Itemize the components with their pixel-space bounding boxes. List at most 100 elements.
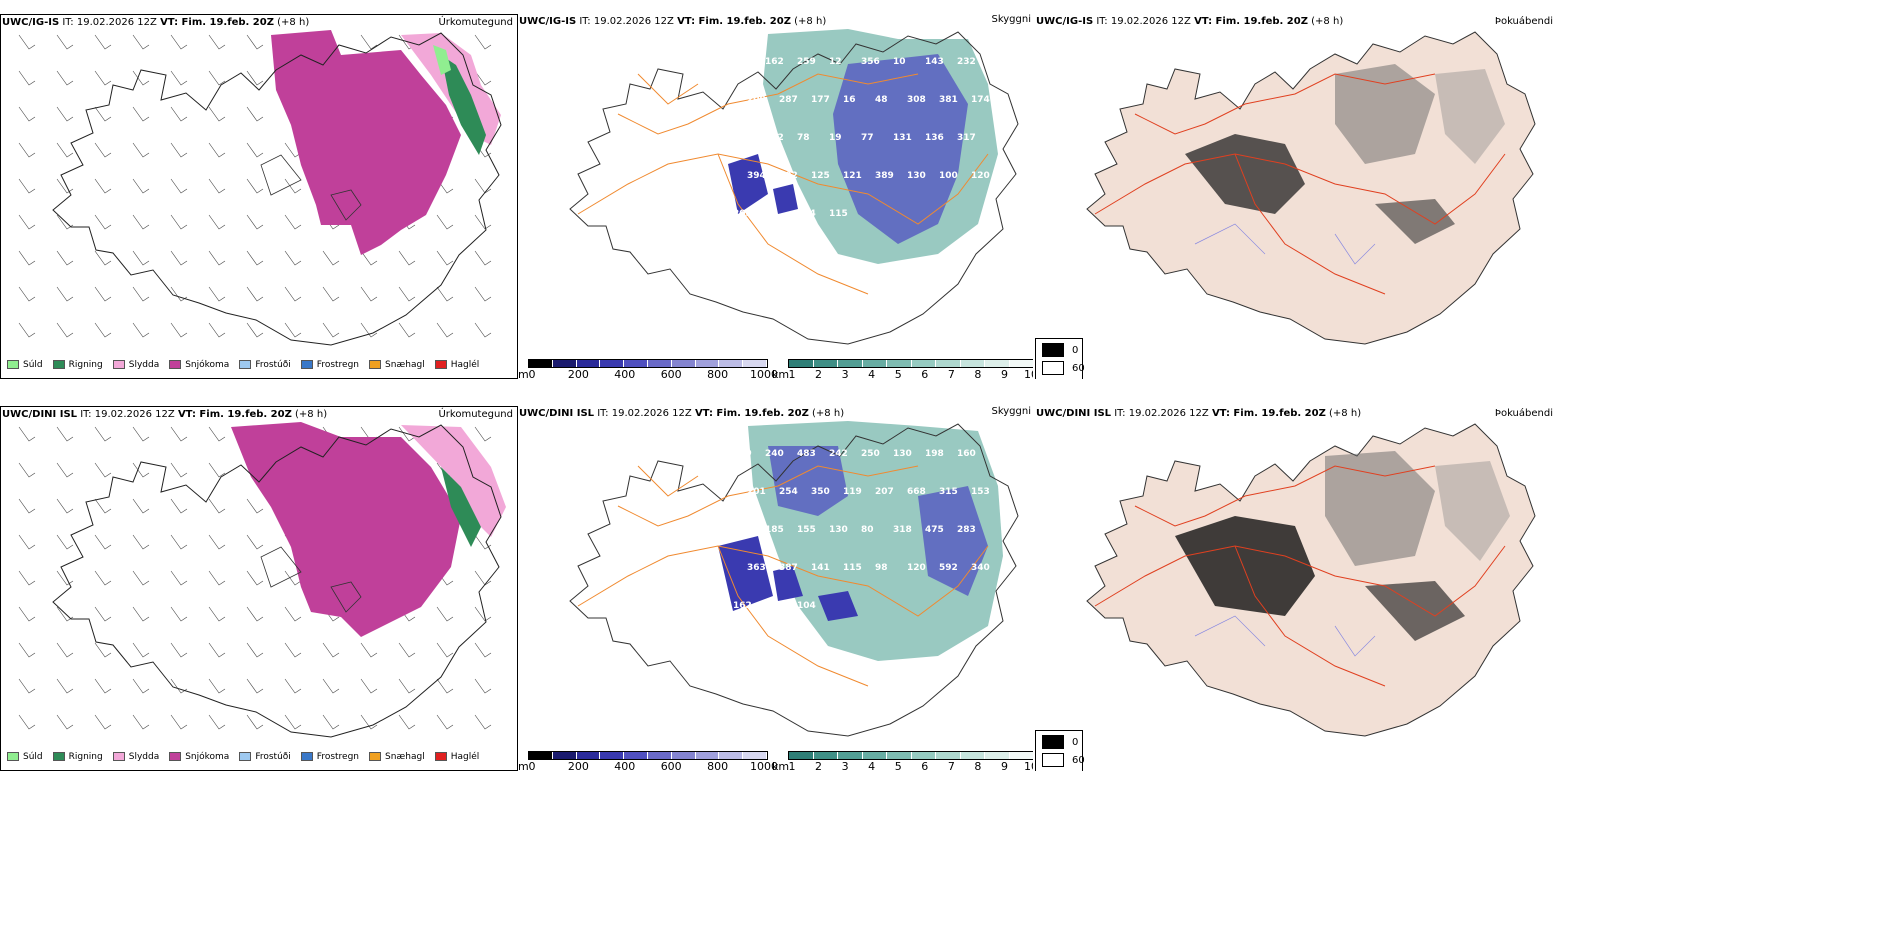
legend-item: Súld bbox=[7, 752, 43, 762]
cloud-base-label: 242 bbox=[829, 449, 848, 459]
cloud-base-label: 104 bbox=[797, 601, 816, 611]
cloud-base-label: 130 bbox=[893, 449, 912, 459]
colorbar-segment bbox=[600, 360, 625, 367]
colorbar-segment bbox=[671, 752, 696, 759]
fog-legend-swatch bbox=[1042, 343, 1064, 357]
visibility-colorbar: km 12345678910 bbox=[772, 359, 1033, 379]
cloud-base-label: 143 bbox=[925, 57, 944, 67]
colorbar-tick: 3 bbox=[841, 368, 849, 379]
colorbar-tick: 10 bbox=[1024, 760, 1033, 771]
legend-item: Rigning bbox=[52, 360, 103, 370]
colorbar-tick: 4 bbox=[868, 760, 876, 771]
colorbar-segment bbox=[529, 360, 553, 367]
cloud-base-label: 356 bbox=[861, 57, 880, 67]
fog-legend-row: 0 bbox=[1042, 735, 1078, 749]
cloud-base-label: 592 bbox=[939, 563, 958, 573]
panel-header: UWC/DINI ISL IT: 19.02.2026 12Z VT: Fim.… bbox=[519, 408, 845, 419]
colorbar-tick: 600 bbox=[660, 760, 682, 771]
cloud-base-panel-top: UWC/IG-IS IT: 19.02.2026 12Z VT: Fim. 19… bbox=[518, 14, 1033, 379]
colorbar-segment bbox=[838, 360, 863, 367]
legend-item: Rigning bbox=[52, 752, 103, 762]
cloud-base-label: 317 bbox=[957, 133, 976, 143]
fog-legend: 0 60 bbox=[1035, 338, 1085, 379]
panel-title: Skyggni bbox=[991, 14, 1031, 25]
panel-title: Skyggni bbox=[991, 406, 1031, 417]
legend-item: Snæhagl bbox=[369, 360, 425, 370]
legend-swatch bbox=[369, 360, 382, 369]
colorbar-tick: 9 bbox=[1000, 368, 1008, 379]
colorbar-segment bbox=[719, 360, 744, 367]
fog-legend-row: 60 bbox=[1042, 361, 1085, 375]
colorbar-segment bbox=[960, 360, 985, 367]
cloud-base-label: 350 bbox=[811, 487, 830, 497]
cloud-base-label: 363 bbox=[747, 563, 766, 573]
cloud-base-label: 250 bbox=[861, 449, 880, 459]
cloud-base-label: 162 bbox=[765, 57, 784, 67]
legend-label: Frostúði bbox=[255, 751, 291, 762]
colorbar-segment bbox=[647, 752, 672, 759]
cloud-base-label: 200 bbox=[747, 95, 766, 105]
panel-header: UWC/IG-IS IT: 19.02.2026 12Z VT: Fim. 19… bbox=[1036, 16, 1344, 27]
cloud-base-label: 254 bbox=[779, 487, 798, 497]
panel-title: Þokuábendi bbox=[1494, 408, 1553, 419]
colorbar-tick: 6 bbox=[921, 760, 929, 771]
colorbar-tick: 1 bbox=[788, 760, 796, 771]
fog-legend-label: 60 bbox=[1072, 754, 1085, 766]
cloud-base-label: 96 bbox=[765, 209, 778, 219]
legend-swatch bbox=[239, 752, 252, 761]
legend-label: Snæhagl bbox=[385, 751, 425, 762]
colorbar-segment bbox=[813, 360, 838, 367]
cloud-base-label: 130 bbox=[829, 525, 848, 535]
cloud-base-label: 115 bbox=[829, 209, 848, 219]
colorbar-segment bbox=[911, 752, 936, 759]
cloud-base-label: 394 bbox=[747, 171, 766, 181]
fog-legend-swatch bbox=[1042, 753, 1064, 767]
legend-label: Snæhagl bbox=[385, 359, 425, 370]
colorbar-segment bbox=[743, 752, 767, 759]
legend-item: Haglél bbox=[434, 752, 479, 762]
precip-map bbox=[18, 422, 506, 738]
colorbar-tick: 0 bbox=[528, 368, 536, 379]
colorbar-segment bbox=[960, 752, 985, 759]
fog-legend-label: 0 bbox=[1072, 344, 1079, 356]
cloud-base-label: 269 bbox=[733, 449, 752, 459]
legend-swatch bbox=[369, 752, 382, 761]
colorbar-segment bbox=[576, 752, 601, 759]
colorbar-segment bbox=[789, 360, 814, 367]
cloud-base-label: 287 bbox=[779, 95, 798, 105]
cloud-base-label: 259 bbox=[797, 57, 816, 67]
cloud-visibility-map: 135 162 259 12 356 10 143 232 200 287 177 16 48 308 38… bbox=[569, 29, 1019, 345]
cloud-base-label: 483 bbox=[797, 449, 816, 459]
legend-swatch bbox=[434, 752, 447, 761]
legend-label: Haglél bbox=[450, 359, 480, 370]
cloud-base-label: 192 bbox=[779, 171, 798, 181]
colorbar-tick: 10 bbox=[1024, 368, 1033, 379]
cloud-base-label: 283 bbox=[957, 525, 976, 535]
legend-item: Súld bbox=[7, 360, 43, 370]
cloud-base-label: 10 bbox=[893, 57, 906, 67]
colorbar-tick: 4 bbox=[868, 368, 876, 379]
cloud-base-colorbar: m 0 200 400 600 800 1000 bbox=[518, 751, 778, 771]
cloud-base-label: 389 bbox=[875, 171, 894, 181]
colorbar-segment bbox=[552, 360, 577, 367]
legend-swatch bbox=[7, 360, 19, 369]
colorbar-segment bbox=[719, 752, 744, 759]
panel-header: UWC/DINI ISL IT: 19.02.2026 12Z VT: Fim.… bbox=[1036, 408, 1362, 419]
legend-swatch bbox=[300, 360, 313, 369]
colorbar-segment bbox=[789, 752, 814, 759]
legend-item: Haglél bbox=[434, 359, 480, 370]
cloud-base-label: 141 bbox=[811, 563, 830, 573]
legend-label: Súld bbox=[23, 359, 43, 370]
legend-label: Snjókoma bbox=[185, 359, 230, 370]
colorbar-segment bbox=[1009, 360, 1033, 367]
cloud-base-label: 119 bbox=[843, 487, 862, 497]
fog-legend-label: 60 bbox=[1072, 362, 1085, 374]
colorbar-tick: 200 bbox=[567, 760, 589, 771]
cloud-base-panel-bottom: UWC/DINI ISL IT: 19.02.2026 12Z VT: Fim.… bbox=[518, 406, 1033, 771]
cloud-base-label: 315 bbox=[939, 487, 958, 497]
colorbar-tick: 1000 bbox=[750, 760, 778, 771]
legend-swatch bbox=[52, 752, 65, 761]
colorbar-tick: 2 bbox=[815, 368, 823, 379]
cloud-base-label: 131 bbox=[893, 133, 912, 143]
cloud-base-label: 198 bbox=[925, 449, 944, 459]
